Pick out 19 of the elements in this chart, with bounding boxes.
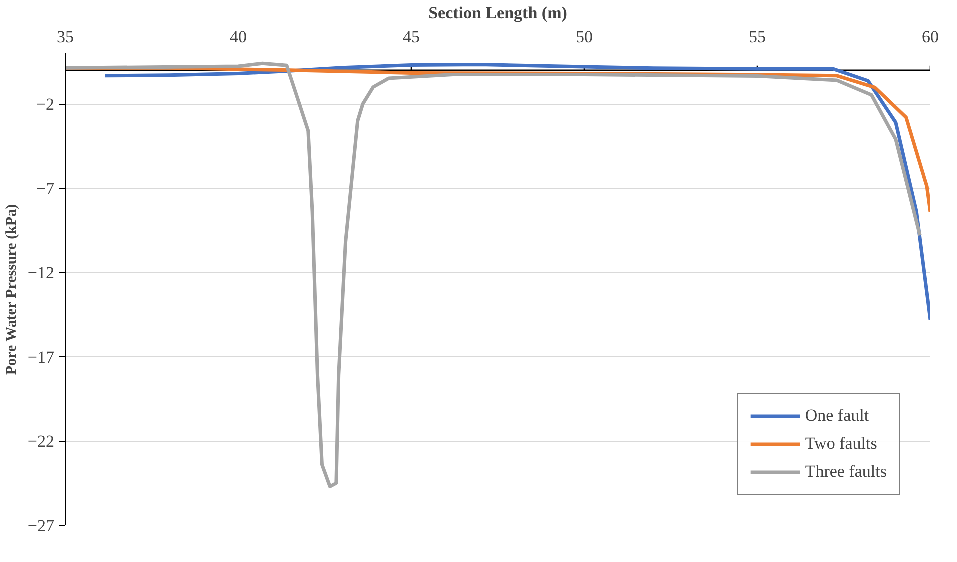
- y-tick-label: −7: [36, 179, 55, 198]
- y-tick-label: −22: [28, 432, 55, 452]
- x-tick-label: 45: [403, 28, 420, 46]
- x-axis-title: Section Length (m): [428, 4, 568, 22]
- legend-label: Two faults: [805, 434, 878, 454]
- line-series: [104, 63, 930, 322]
- y-tick-label: −2: [36, 95, 55, 114]
- line-series: [66, 62, 922, 488]
- y-tick-label: −27: [28, 516, 55, 536]
- x-tick-label: 35: [57, 28, 74, 46]
- x-tick-label: 40: [230, 28, 247, 46]
- legend-label: One fault: [805, 406, 870, 426]
- legend-label: Three faults: [805, 462, 887, 482]
- x-tick-label: 50: [576, 28, 593, 46]
- x-tick-label: 55: [749, 28, 766, 46]
- x-tick-label: 60: [922, 28, 939, 46]
- y-tick-label: −12: [28, 264, 55, 283]
- y-tick-label: −17: [28, 348, 55, 367]
- y-axis-title: Pore Water Pressure (kPa): [4, 204, 20, 376]
